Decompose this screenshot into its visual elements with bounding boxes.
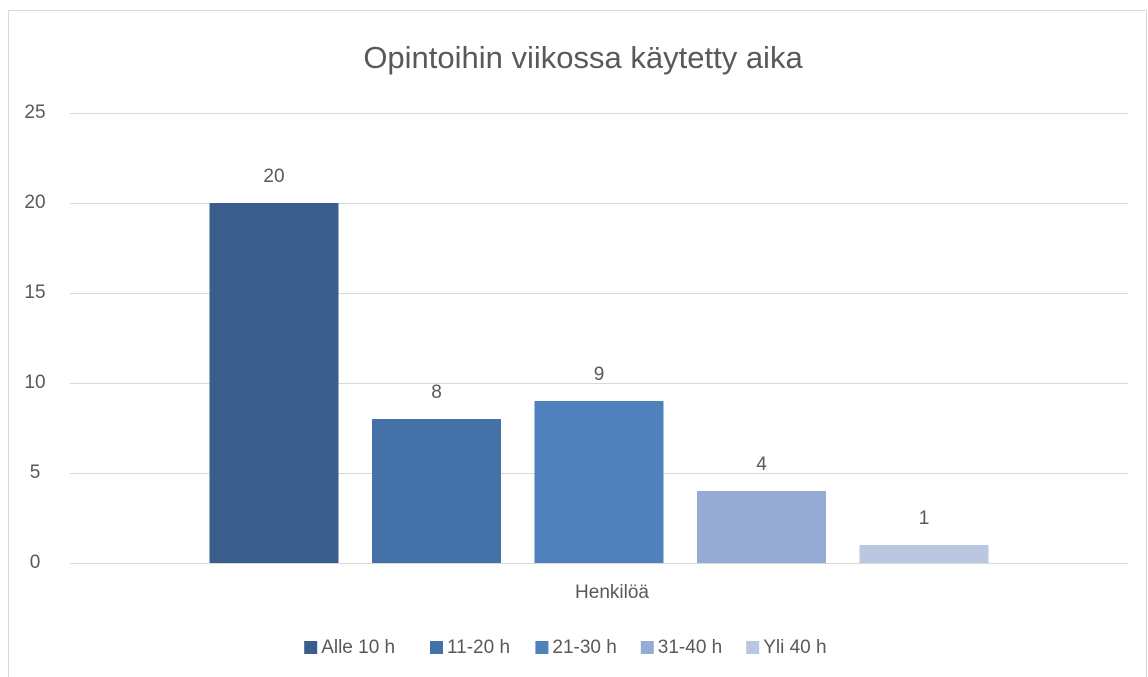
data-label: 1 [919, 508, 930, 529]
legend-swatch [746, 641, 760, 654]
chart-border [8, 10, 1147, 677]
y-tick-label: 15 [24, 282, 45, 303]
chart-title: Opintoihin viikossa käytetty aika [363, 40, 803, 75]
bar [209, 203, 339, 563]
bar [372, 419, 501, 563]
data-label: 8 [431, 382, 442, 403]
data-label: 9 [594, 364, 605, 385]
legend-swatch [430, 641, 443, 654]
x-tick-label: Henkilöä [575, 582, 649, 603]
data-label: 20 [263, 166, 284, 187]
legend-label: 31-40 h [658, 637, 722, 658]
legend-label: Alle 10 h [321, 637, 395, 658]
data-label: 4 [756, 454, 767, 475]
legend-swatch [535, 641, 549, 654]
y-tick-label: 10 [24, 372, 45, 393]
y-tick-label: 0 [30, 552, 41, 573]
y-tick-label: 20 [24, 192, 45, 213]
bar [697, 491, 826, 563]
bar [534, 401, 664, 563]
bar [859, 545, 989, 563]
legend-label: 11-20 h [447, 637, 510, 658]
y-tick-label: 25 [24, 102, 45, 123]
legend-label: 21-30 h [552, 637, 616, 658]
y-tick-label: 5 [30, 462, 41, 483]
legend-swatch [640, 641, 654, 654]
legend-label: Yli 40 h [763, 637, 826, 658]
legend-swatch [304, 641, 318, 654]
